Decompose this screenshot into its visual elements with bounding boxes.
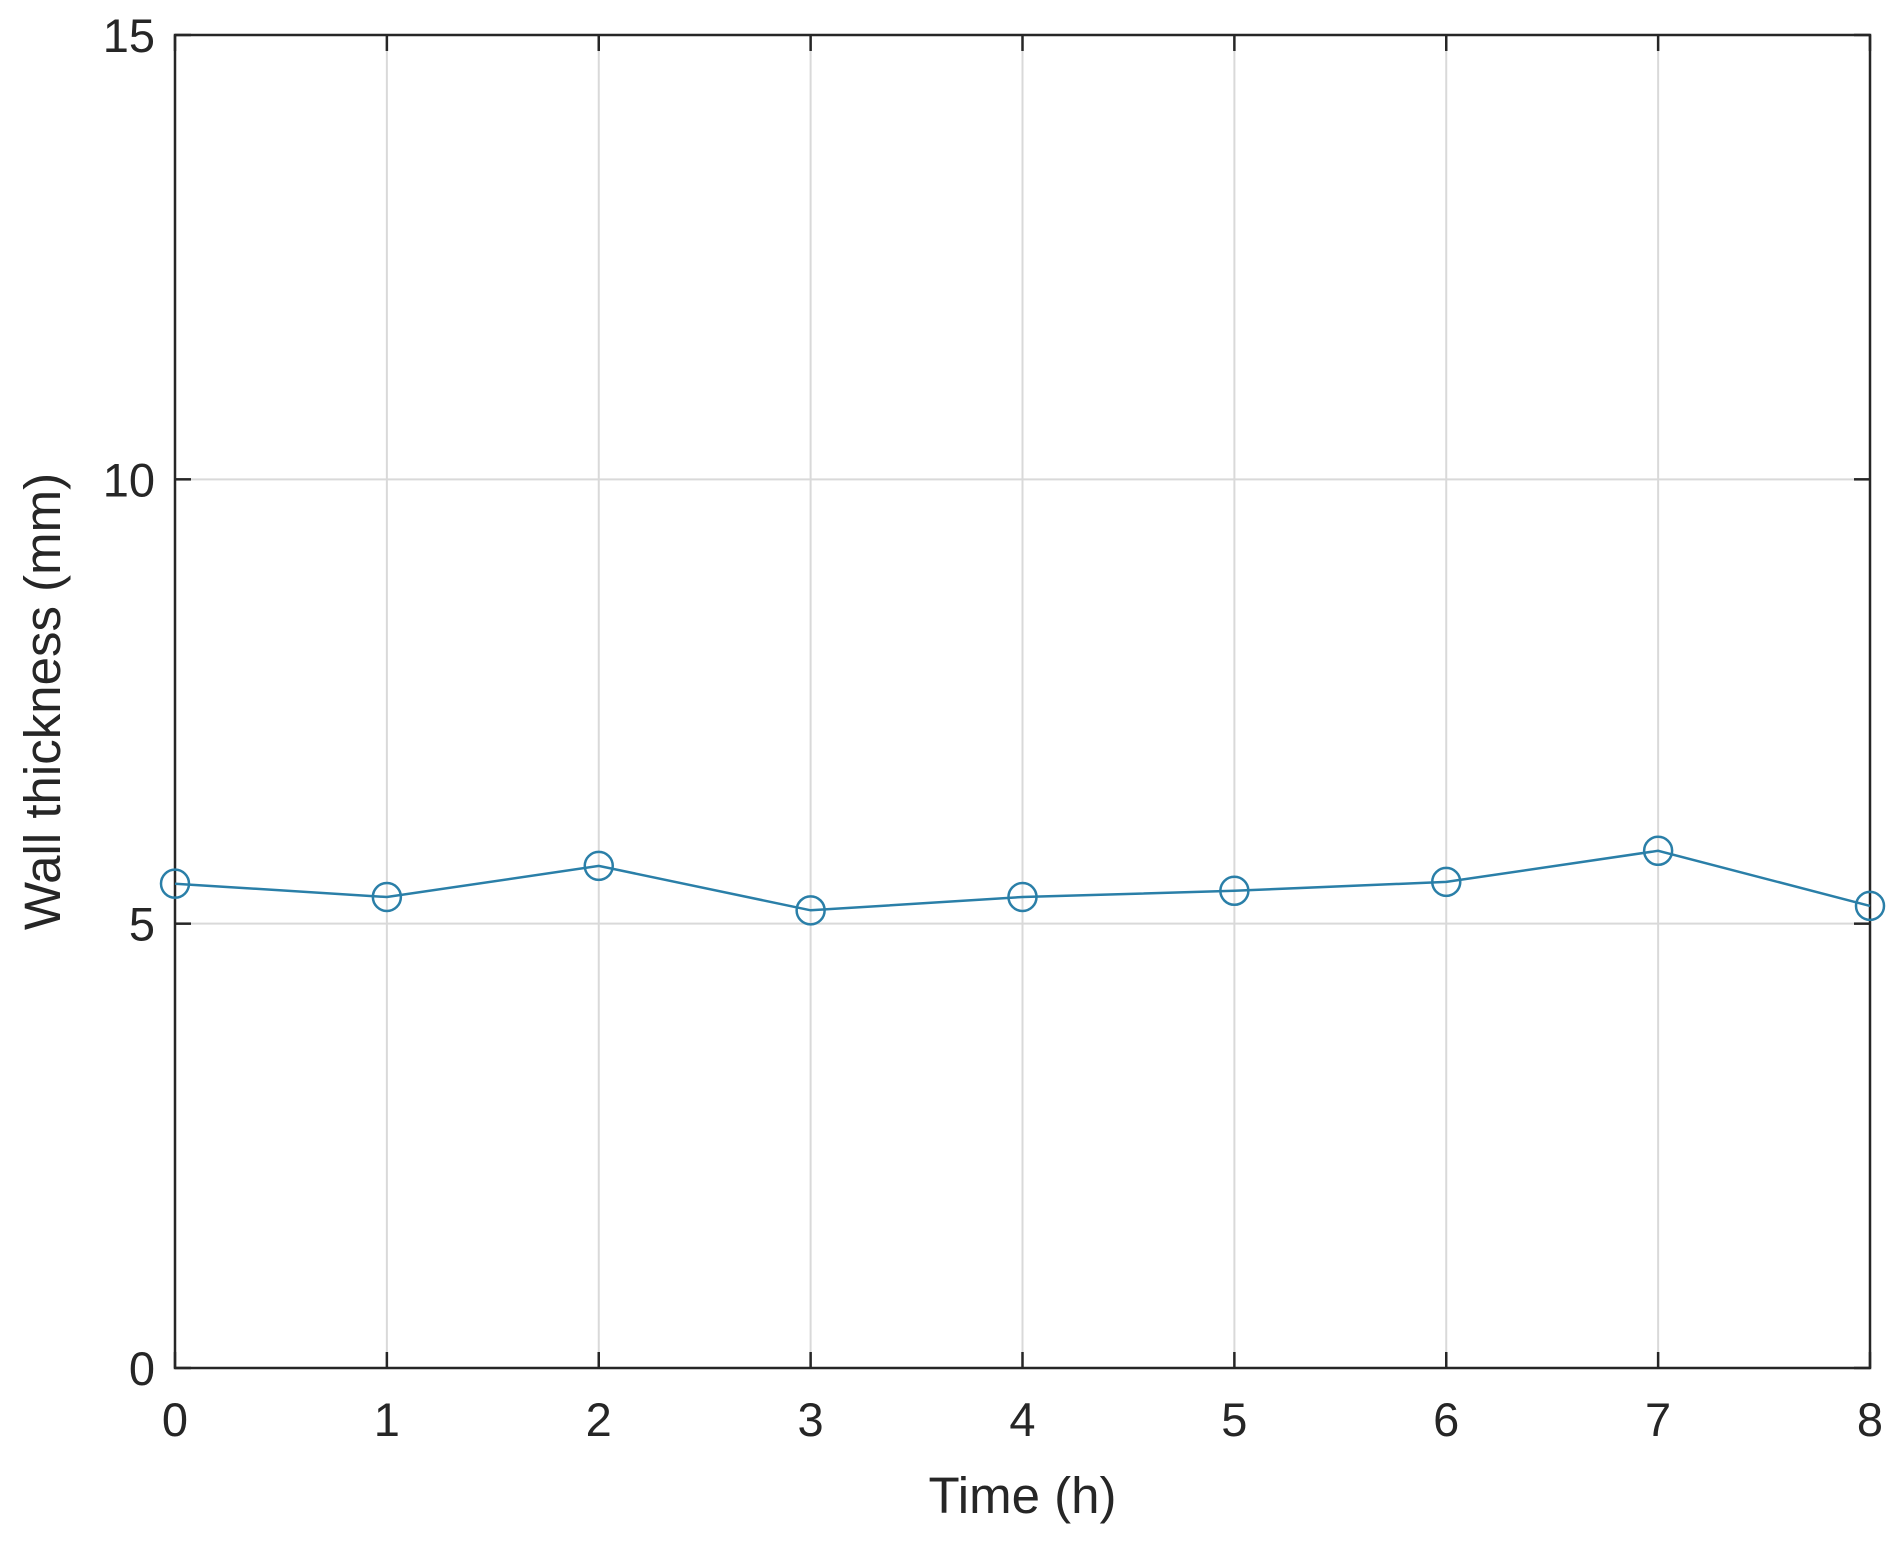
data-point bbox=[1007, 881, 1038, 913]
data-point bbox=[371, 881, 403, 913]
series-line bbox=[174, 849, 1871, 912]
data-point bbox=[583, 850, 614, 882]
y-tick-label: 5 bbox=[129, 898, 155, 951]
y-tick-label: 15 bbox=[103, 9, 155, 62]
x-tick-label: 8 bbox=[1857, 1393, 1883, 1446]
y-tick-label: 10 bbox=[103, 453, 155, 506]
x-tick-label: 0 bbox=[162, 1393, 188, 1446]
x-gridlines bbox=[174, 35, 1871, 1368]
data-point bbox=[1854, 890, 1886, 922]
x-axis-label: Time (h) bbox=[929, 1467, 1117, 1524]
data-point bbox=[1642, 835, 1674, 867]
data-point bbox=[1219, 875, 1250, 907]
data-point bbox=[795, 895, 826, 926]
data-point bbox=[159, 868, 191, 899]
y-axis-label: Wall thickness (mm) bbox=[14, 473, 71, 930]
x-tick-label: 6 bbox=[1433, 1393, 1459, 1446]
data-point bbox=[1431, 866, 1462, 898]
series-layer bbox=[159, 835, 1886, 926]
x-tick-label: 4 bbox=[1009, 1393, 1035, 1446]
x-tick-label: 5 bbox=[1221, 1393, 1247, 1446]
tick-marks bbox=[173, 33, 1872, 1370]
y-tick-label: 0 bbox=[129, 1342, 155, 1395]
x-tick-label: 1 bbox=[374, 1393, 400, 1446]
x-tick-label: 7 bbox=[1645, 1393, 1671, 1446]
x-tick-label: 2 bbox=[586, 1393, 612, 1446]
y-tick-labels: 0 5 10 15 bbox=[103, 9, 155, 1395]
x-tick-label: 3 bbox=[798, 1393, 824, 1446]
x-tick-labels: 0 1 2 3 4 5 6 7 8 bbox=[162, 1393, 1883, 1446]
